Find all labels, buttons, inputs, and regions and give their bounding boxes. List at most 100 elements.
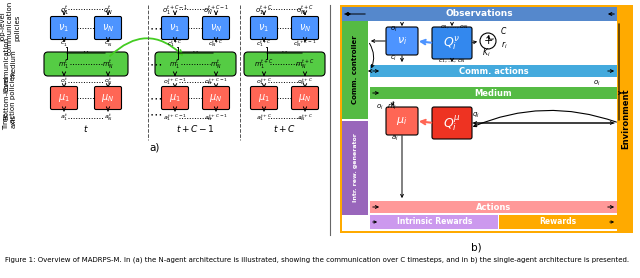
FancyBboxPatch shape: [291, 86, 319, 110]
FancyArrowPatch shape: [346, 13, 365, 15]
Text: $o_1^{t}$: $o_1^{t}$: [60, 77, 68, 87]
FancyArrowPatch shape: [110, 38, 182, 56]
FancyArrowPatch shape: [372, 39, 385, 42]
Text: Intr. rew. generator: Intr. rew. generator: [353, 133, 358, 202]
Text: $a_N^{t}$: $a_N^{t}$: [104, 113, 113, 123]
FancyBboxPatch shape: [95, 86, 122, 110]
Text: $\cdots$: $\cdots$: [150, 91, 163, 105]
FancyArrowPatch shape: [106, 107, 109, 111]
FancyArrowPatch shape: [62, 11, 66, 14]
FancyArrowPatch shape: [369, 70, 372, 72]
FancyArrowPatch shape: [214, 38, 218, 41]
Text: Observations: Observations: [445, 9, 513, 19]
FancyArrowPatch shape: [62, 84, 66, 88]
FancyArrowPatch shape: [106, 84, 109, 88]
FancyBboxPatch shape: [244, 52, 325, 76]
FancyArrowPatch shape: [214, 72, 218, 75]
FancyBboxPatch shape: [250, 86, 278, 110]
FancyArrowPatch shape: [345, 13, 350, 15]
FancyArrowPatch shape: [303, 11, 307, 14]
Text: Actions: Actions: [476, 202, 511, 212]
Text: $m_1^{t+C}$: $m_1^{t+C}$: [254, 58, 274, 71]
Text: $o_1^{t+C-1}$: $o_1^{t+C-1}$: [162, 3, 188, 16]
Text: $o_N^{t+C-1}$: $o_N^{t+C-1}$: [204, 77, 228, 87]
Text: $o_N^{t}$: $o_N^{t}$: [104, 77, 113, 87]
FancyArrowPatch shape: [474, 110, 616, 126]
FancyArrowPatch shape: [173, 11, 177, 14]
FancyArrowPatch shape: [262, 38, 266, 41]
Bar: [499, 215, 617, 229]
Text: $\nu_N$: $\nu_N$: [210, 22, 222, 34]
FancyArrowPatch shape: [262, 84, 266, 88]
FancyArrowPatch shape: [451, 22, 453, 25]
FancyArrowPatch shape: [421, 120, 431, 124]
FancyArrowPatch shape: [618, 92, 621, 95]
Text: $\mu_1$: $\mu_1$: [258, 92, 270, 104]
Text: $c_N^{t}$: $c_N^{t}$: [104, 39, 112, 49]
Text: $\cdots$: $\cdots$: [150, 58, 163, 71]
Bar: [370, 65, 617, 77]
FancyBboxPatch shape: [386, 27, 418, 55]
Text: Comm. actions: Comm. actions: [459, 66, 528, 76]
Text: $r_i$: $r_i$: [500, 39, 508, 51]
FancyArrowPatch shape: [173, 107, 177, 111]
FancyArrowPatch shape: [608, 70, 613, 72]
Bar: [370, 201, 617, 213]
Text: $o_1^{t+C}$: $o_1^{t+C}$: [255, 3, 273, 16]
FancyArrowPatch shape: [106, 11, 109, 14]
FancyArrowPatch shape: [262, 72, 266, 75]
FancyBboxPatch shape: [161, 86, 189, 110]
Bar: [342, 7, 617, 21]
Text: $\mu_N$: $\mu_N$: [101, 92, 115, 104]
FancyArrowPatch shape: [303, 84, 307, 88]
FancyArrowPatch shape: [369, 43, 374, 68]
Circle shape: [480, 33, 496, 49]
Text: Time
axis: Time axis: [3, 113, 17, 130]
Text: $m_N^{t}$: $m_N^{t}$: [102, 58, 114, 71]
FancyArrowPatch shape: [106, 72, 109, 75]
FancyArrowPatch shape: [401, 136, 403, 197]
FancyArrowPatch shape: [214, 107, 218, 111]
Text: $m_N^{t+C}$: $m_N^{t+C}$: [295, 58, 315, 71]
FancyBboxPatch shape: [44, 52, 128, 76]
Text: Top-level
communication
policies: Top-level communication policies: [0, 1, 20, 55]
Text: $a_N^{t+C-1}$: $a_N^{t+C-1}$: [204, 113, 228, 123]
FancyArrowPatch shape: [401, 22, 403, 25]
Text: $Q_i^\mu$: $Q_i^\mu$: [443, 113, 461, 133]
Bar: [342, 7, 617, 231]
Text: $\mu_1$: $\mu_1$: [169, 92, 181, 104]
FancyArrowPatch shape: [401, 56, 403, 61]
Bar: [340, 5, 633, 233]
Text: $o_N^{t+C}$: $o_N^{t+C}$: [296, 3, 314, 16]
FancyArrowPatch shape: [487, 36, 493, 39]
FancyArrowPatch shape: [173, 84, 177, 88]
FancyArrowPatch shape: [173, 72, 177, 75]
Text: $\mu_i$: $\mu_i$: [396, 115, 408, 127]
FancyArrowPatch shape: [391, 102, 394, 105]
Text: $o_N^{t}$: $o_N^{t}$: [103, 3, 113, 16]
Text: $\mu_N$: $\mu_N$: [209, 92, 223, 104]
Text: $o_N^{t+C-1}$: $o_N^{t+C-1}$: [203, 3, 229, 16]
Text: $o_N^{t+C}$: $o_N^{t+C}$: [297, 77, 313, 87]
FancyArrowPatch shape: [609, 13, 614, 15]
FancyArrowPatch shape: [194, 52, 197, 55]
Text: $m_i$: $m_i$: [387, 102, 397, 111]
Text: Rewards: Rewards: [540, 217, 577, 227]
FancyArrowPatch shape: [372, 221, 376, 223]
FancyArrowPatch shape: [451, 58, 453, 61]
FancyArrowPatch shape: [303, 107, 307, 111]
Text: $t$: $t$: [83, 123, 89, 133]
Text: $\nu_1$: $\nu_1$: [170, 22, 180, 34]
Text: $\cdots$: $\cdots$: [150, 108, 163, 120]
Text: $c_1^{t+C}$: $c_1^{t+C}$: [256, 39, 272, 49]
FancyBboxPatch shape: [250, 16, 278, 39]
Text: $q_i$: $q_i$: [472, 110, 480, 120]
Text: Bottom-level
action policies: Bottom-level action policies: [3, 73, 17, 123]
Text: $m_1^{t}$: $m_1^{t}$: [58, 58, 70, 71]
Text: $\mu_1$: $\mu_1$: [58, 92, 70, 104]
Text: Medium: Medium: [475, 88, 512, 98]
FancyArrowPatch shape: [84, 52, 88, 55]
FancyBboxPatch shape: [202, 16, 230, 39]
Bar: [370, 87, 617, 99]
FancyArrowPatch shape: [473, 41, 476, 44]
